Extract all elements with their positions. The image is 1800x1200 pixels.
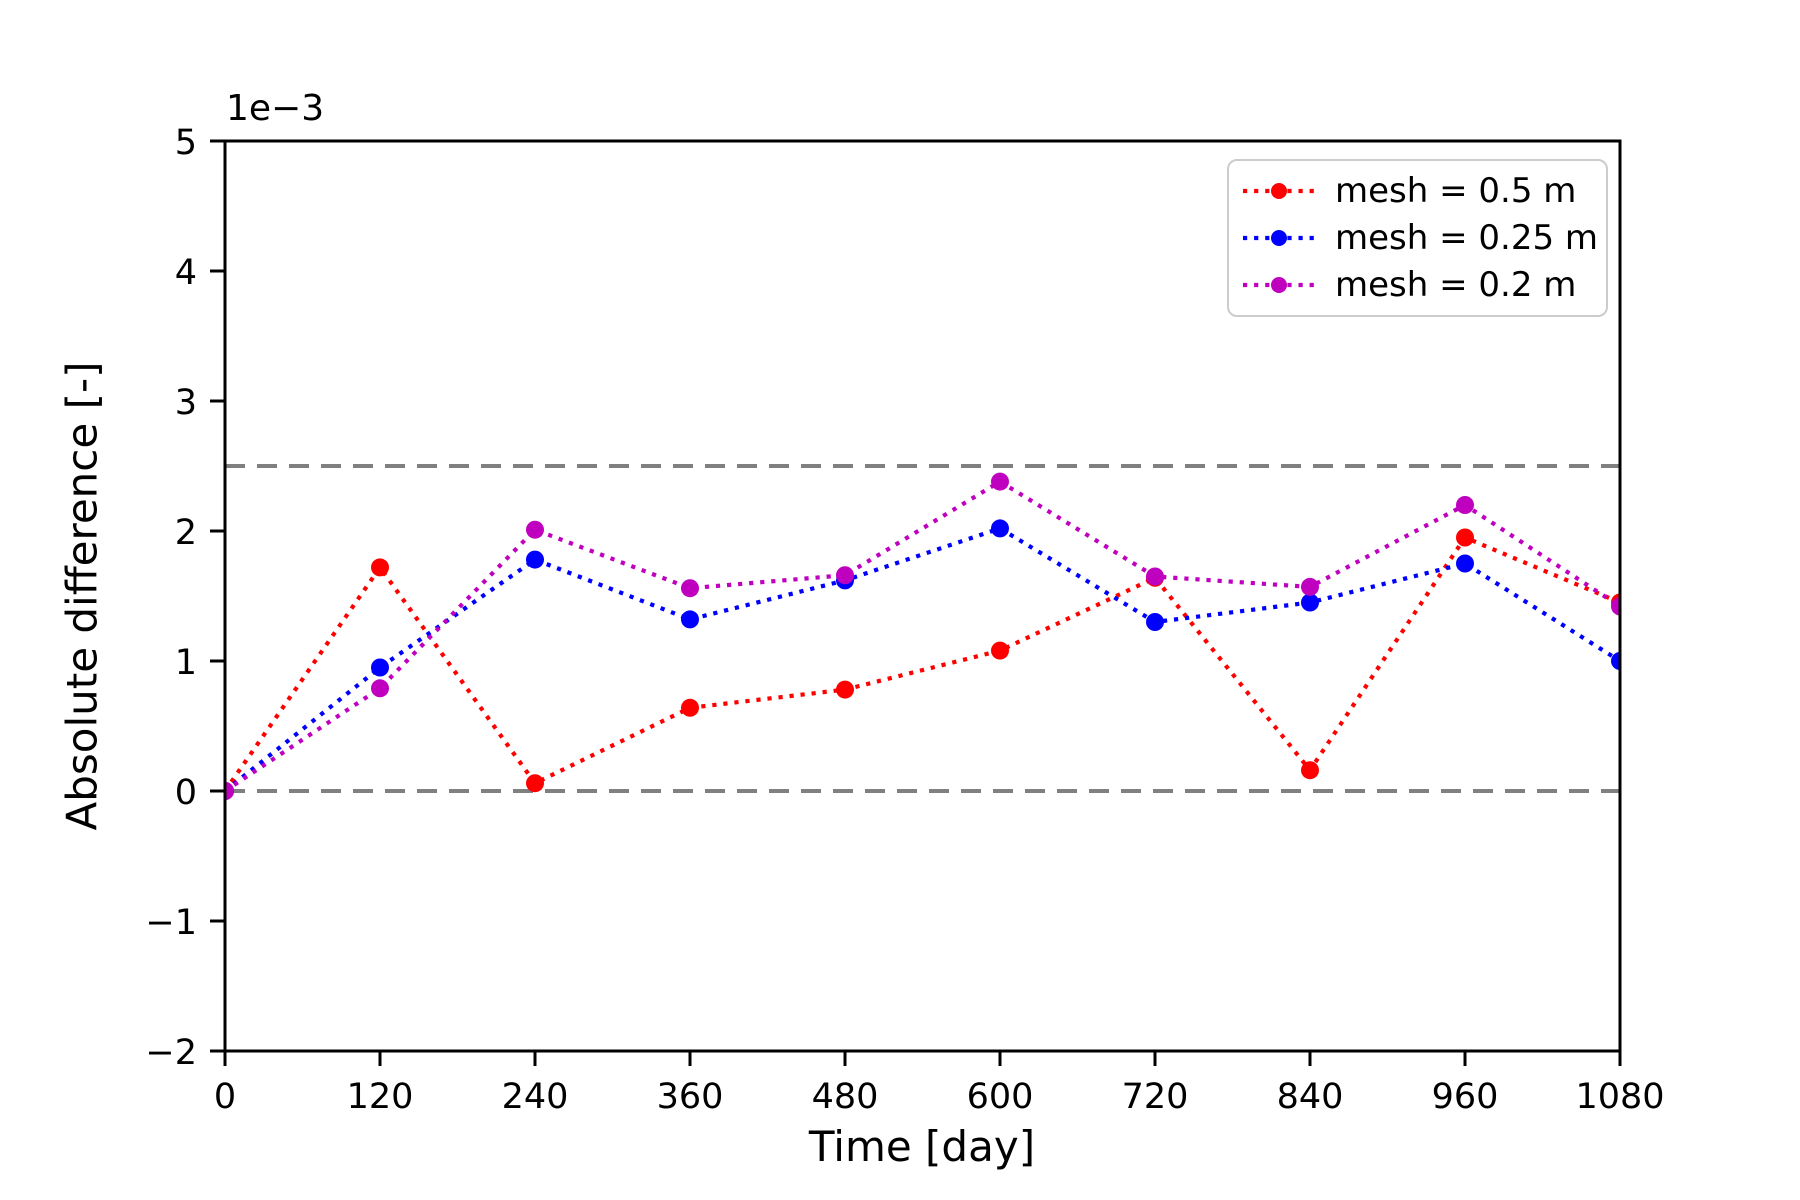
legend-sample-line-icon bbox=[1243, 277, 1315, 294]
legend-entry: mesh = 0.25 m bbox=[1241, 218, 1606, 258]
series-line bbox=[225, 526, 1620, 793]
data-point-marker bbox=[991, 472, 1009, 491]
data-point-marker bbox=[681, 610, 699, 629]
x-tick-label: 600 bbox=[967, 1077, 1034, 1117]
legend-label: mesh = 0.5 m bbox=[1335, 170, 1577, 211]
data-point-marker bbox=[681, 698, 699, 717]
data-point-marker bbox=[1146, 613, 1164, 631]
data-point-marker bbox=[1456, 554, 1474, 573]
x-tick-label: 120 bbox=[347, 1077, 414, 1117]
y-tick-label: 3 bbox=[175, 383, 197, 423]
series-line bbox=[225, 479, 1620, 793]
legend-sample-line-icon bbox=[1243, 182, 1315, 199]
data-point-marker bbox=[371, 658, 389, 677]
data-point-marker bbox=[1456, 528, 1474, 547]
y-tick-label: −2 bbox=[145, 1033, 197, 1073]
plot-data-layer bbox=[225, 464, 1620, 800]
y-tick-label: 2 bbox=[175, 513, 197, 553]
data-point-marker bbox=[225, 782, 234, 800]
data-point-marker bbox=[526, 520, 544, 539]
legend-label: mesh = 0.25 m bbox=[1335, 217, 1599, 258]
data-point-marker bbox=[1611, 652, 1620, 670]
data-point-marker bbox=[1301, 761, 1319, 780]
legend-label: mesh = 0.2 m bbox=[1335, 265, 1577, 306]
data-point-marker bbox=[1456, 496, 1474, 514]
legend-sample-marker bbox=[1271, 229, 1287, 246]
data-point-marker bbox=[1611, 597, 1620, 616]
x-tick-label: 240 bbox=[502, 1077, 569, 1117]
series-1 bbox=[225, 519, 1620, 800]
data-point-marker bbox=[371, 679, 389, 698]
data-point-marker bbox=[526, 774, 544, 793]
x-tick-label: 360 bbox=[657, 1077, 724, 1117]
data-point-marker bbox=[836, 680, 854, 699]
y-axis-label: Absolute difference [-] bbox=[57, 361, 107, 831]
data-point-marker bbox=[991, 641, 1009, 660]
data-point-marker bbox=[1301, 577, 1319, 596]
x-tick-label: 960 bbox=[1432, 1077, 1499, 1117]
y-tick-label: −1 bbox=[145, 903, 197, 943]
y-axis-offset-text: 1e−3 bbox=[226, 88, 325, 129]
data-point-marker bbox=[371, 558, 389, 577]
data-point-marker bbox=[681, 579, 699, 598]
data-point-marker bbox=[836, 566, 854, 585]
series-2 bbox=[225, 472, 1620, 800]
x-axis-label: Time [day] bbox=[808, 1122, 1036, 1171]
axes-spines bbox=[223, 139, 1622, 1053]
y-tick-label: 1 bbox=[175, 643, 197, 683]
data-point-marker bbox=[991, 519, 1009, 538]
legend-entry: mesh = 0.5 m bbox=[1241, 171, 1606, 211]
data-point-marker bbox=[526, 550, 544, 569]
data-point-marker bbox=[1146, 567, 1164, 586]
x-tick-label: 480 bbox=[812, 1077, 879, 1117]
y-tick-label: 0 bbox=[175, 773, 197, 813]
x-tick-label: 840 bbox=[1277, 1077, 1344, 1117]
x-tick-label: 720 bbox=[1122, 1077, 1189, 1117]
series-0 bbox=[225, 528, 1620, 800]
x-tick-label: 0 bbox=[214, 1077, 236, 1117]
y-tick-label: 5 bbox=[175, 123, 197, 163]
data-point-marker bbox=[1301, 593, 1319, 612]
y-tick-label: 4 bbox=[175, 253, 197, 293]
legend-sample-marker bbox=[1271, 277, 1287, 294]
legend-sample-marker bbox=[1271, 182, 1287, 199]
legend: mesh = 0.5 m mesh = 0.25 m mesh = 0.2 m bbox=[1227, 159, 1608, 317]
x-tick-label: 1080 bbox=[1575, 1077, 1664, 1117]
legend-entry: mesh = 0.2 m bbox=[1241, 265, 1606, 305]
legend-sample-line-icon bbox=[1243, 229, 1315, 246]
series-line bbox=[225, 534, 1620, 793]
